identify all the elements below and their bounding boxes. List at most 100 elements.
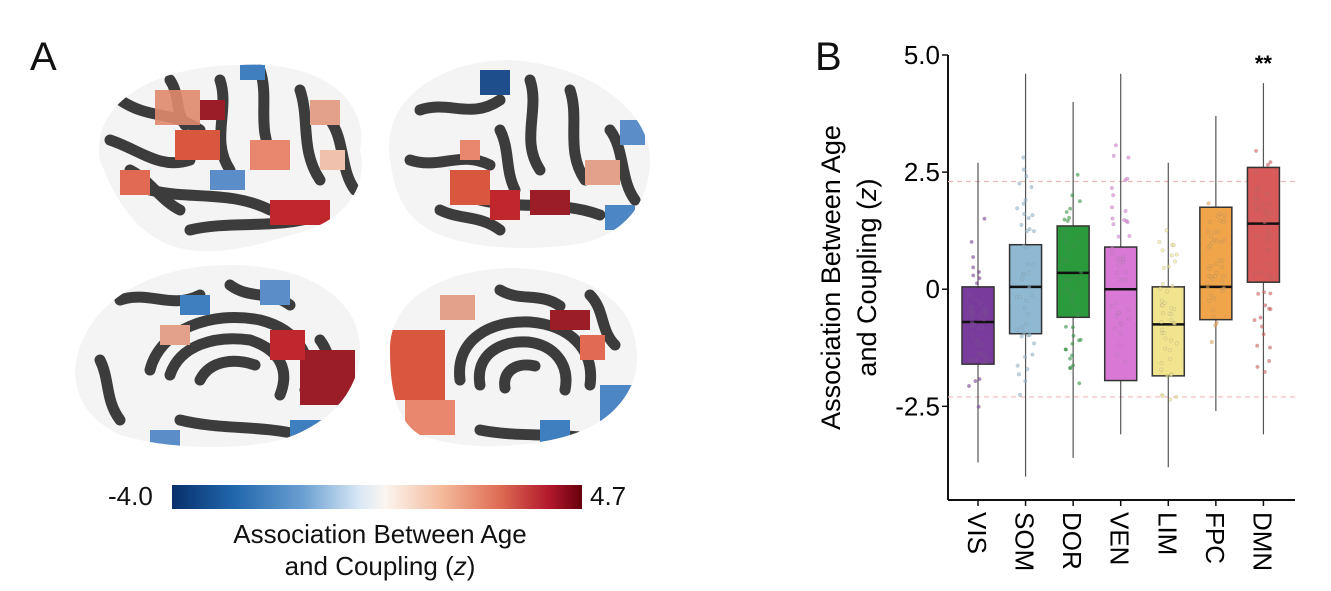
y-axis-ticks: 5.0 2.5 0 -2.5	[895, 40, 948, 421]
data-point	[1123, 209, 1128, 213]
data-point	[1266, 273, 1271, 278]
data-point	[1024, 229, 1029, 234]
data-point	[1220, 259, 1225, 263]
data-point	[1022, 331, 1026, 336]
data-point	[1255, 364, 1260, 369]
data-point	[1168, 356, 1173, 361]
data-point	[1077, 381, 1082, 386]
data-point	[1256, 186, 1261, 191]
data-point	[1072, 304, 1077, 309]
colorbar-min-label: -4.0	[108, 481, 153, 511]
data-point	[984, 310, 989, 315]
data-point	[1267, 359, 1272, 363]
data-point	[967, 310, 972, 315]
data-point	[1062, 217, 1067, 222]
data-point	[1023, 354, 1027, 359]
data-point	[1211, 315, 1216, 320]
data-point	[1168, 372, 1173, 377]
data-point	[1222, 218, 1227, 223]
data-point	[1212, 296, 1217, 301]
y-axis-label-line2: and Coupling (z)	[852, 178, 882, 376]
data-point	[1017, 372, 1021, 377]
data-point	[1254, 208, 1259, 213]
data-point	[977, 315, 982, 320]
data-point	[1167, 348, 1172, 353]
data-point	[1071, 363, 1076, 368]
data-point	[1252, 202, 1257, 207]
box-ven	[1103, 73, 1138, 435]
data-point	[1161, 311, 1166, 316]
data-point	[1116, 310, 1121, 315]
data-point	[1213, 323, 1218, 328]
data-point	[1208, 274, 1213, 279]
data-point	[1068, 366, 1073, 371]
data-point	[1172, 321, 1177, 326]
data-point	[981, 360, 986, 365]
data-point	[1024, 245, 1029, 250]
data-point	[1208, 243, 1213, 248]
significance-annotation: **	[1255, 51, 1273, 76]
data-point	[1206, 201, 1211, 206]
data-point	[1024, 174, 1029, 179]
data-point	[1162, 331, 1167, 336]
data-point	[1169, 318, 1174, 323]
data-point	[1026, 216, 1031, 220]
data-point	[1068, 356, 1072, 361]
data-point	[1162, 300, 1167, 305]
data-point	[1126, 316, 1131, 321]
data-point	[977, 270, 981, 274]
brain-medial-left	[75, 265, 360, 447]
data-point	[1265, 248, 1270, 253]
data-point	[1174, 394, 1179, 399]
colorbar-max-label: 4.7	[590, 481, 627, 511]
data-point	[1266, 162, 1270, 167]
data-point	[1114, 301, 1118, 306]
box-dor	[1056, 101, 1090, 458]
data-point	[1222, 213, 1227, 218]
data-point	[1022, 306, 1027, 311]
data-point	[1110, 250, 1115, 255]
data-point	[1118, 322, 1123, 327]
data-point	[967, 293, 972, 298]
data-point	[1166, 264, 1171, 269]
data-point	[1115, 256, 1120, 260]
data-point	[981, 353, 986, 358]
data-point	[1023, 198, 1028, 202]
data-point	[1268, 345, 1272, 350]
reference-lines	[948, 180, 1295, 398]
data-point	[1021, 272, 1026, 277]
data-point	[1024, 299, 1029, 303]
data-point	[1025, 312, 1030, 317]
data-point	[1070, 193, 1075, 198]
data-point	[1021, 201, 1026, 206]
colorbar-title-line1: Association Between Age	[233, 519, 527, 549]
boxes	[961, 73, 1281, 477]
box-lim	[1151, 162, 1186, 468]
data-point	[1015, 295, 1019, 300]
data-point	[1205, 281, 1210, 286]
data-point	[1209, 234, 1214, 239]
data-point	[971, 332, 975, 337]
data-point	[1020, 277, 1025, 281]
data-point	[984, 359, 989, 364]
data-point	[1066, 288, 1071, 293]
colorbar-title-line2: and Coupling (z)	[284, 551, 476, 581]
data-point	[981, 342, 986, 347]
data-point	[1079, 270, 1084, 275]
data-point	[1064, 210, 1069, 214]
data-point	[969, 239, 974, 244]
box-plot-chart: Association Between Age and Coupling (z) …	[816, 40, 1295, 571]
data-point	[971, 273, 976, 278]
data-point	[1071, 244, 1076, 249]
y-axis-label-line1: Association Between Age	[816, 125, 846, 430]
data-point	[1263, 303, 1268, 308]
data-point	[1027, 227, 1032, 232]
data-point	[1063, 258, 1068, 263]
data-point	[1169, 253, 1174, 258]
data-point	[1160, 248, 1165, 253]
data-point	[1075, 274, 1080, 279]
data-point	[971, 255, 976, 259]
data-point	[971, 265, 976, 270]
data-point	[1117, 342, 1122, 347]
data-point	[1023, 379, 1028, 384]
